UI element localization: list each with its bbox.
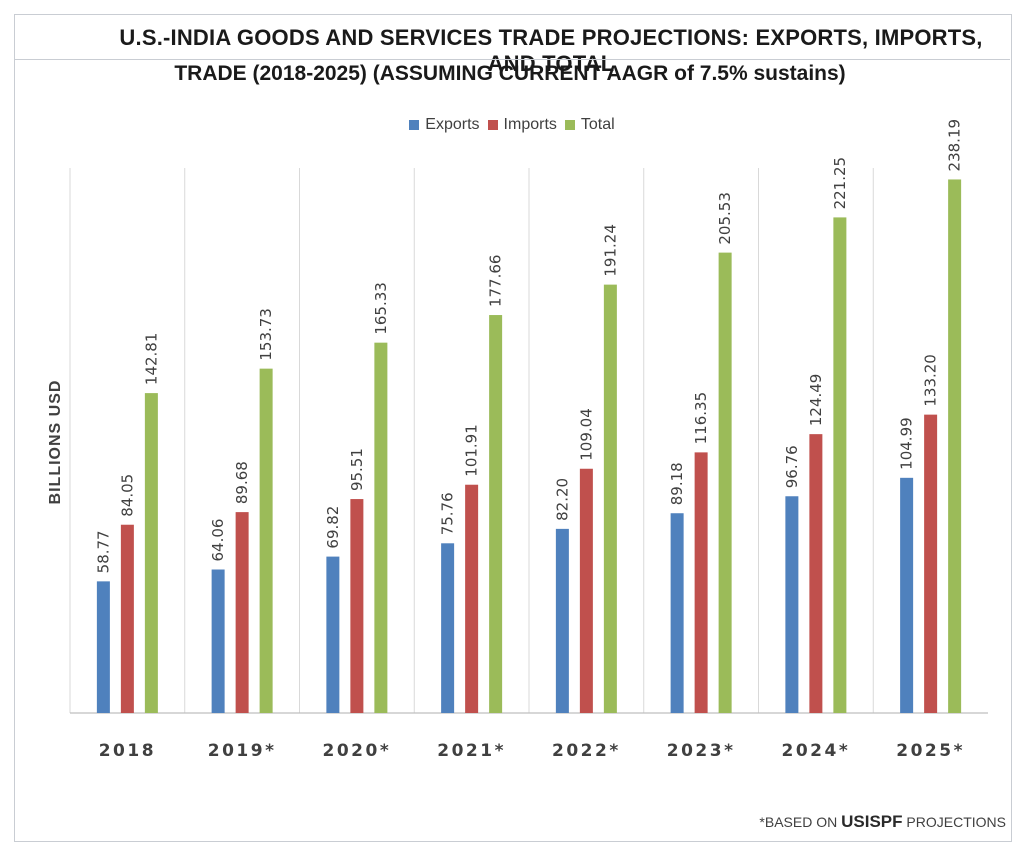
x-tick-label: 2018 xyxy=(99,741,156,761)
legend-item-exports: Exports xyxy=(409,116,480,134)
data-label-imports: 133.20 xyxy=(922,354,940,407)
chart-title-line-1: U.S.-INDIA GOODS AND SERVICES TRADE PROJ… xyxy=(119,25,983,76)
legend-swatch xyxy=(564,120,575,130)
bar-imports xyxy=(235,512,249,713)
bar-exports xyxy=(785,496,799,713)
title-divider xyxy=(14,59,1010,60)
data-label-total: 205.53 xyxy=(716,192,734,245)
bar-imports xyxy=(694,452,708,713)
bar-imports xyxy=(924,414,938,713)
data-label-imports: 101.91 xyxy=(463,424,481,477)
bar-imports xyxy=(579,468,593,713)
bar-exports xyxy=(900,477,914,713)
legend-label: Exports xyxy=(425,116,480,133)
footnote-prefix: *BASED ON xyxy=(759,814,842,830)
data-label-total: 238.19 xyxy=(946,119,964,172)
x-tick-label: 2019* xyxy=(208,741,277,761)
x-tick-label: 2021* xyxy=(437,741,506,761)
footnote-suffix: PROJECTIONS xyxy=(902,814,1006,830)
data-label-total: 221.25 xyxy=(831,157,849,210)
legend-label: Total xyxy=(580,116,615,133)
legend-swatch xyxy=(409,120,420,130)
data-label-imports: 109.04 xyxy=(577,408,595,461)
bar-exports xyxy=(555,528,569,713)
legend-label: Imports xyxy=(503,116,557,133)
data-label-exports: 69.82 xyxy=(324,506,342,549)
data-label-exports: 96.76 xyxy=(783,445,801,488)
data-label-exports: 89.18 xyxy=(668,462,686,505)
x-tick-label: 2024* xyxy=(782,741,851,761)
bar-total xyxy=(718,252,732,713)
bar-imports xyxy=(809,434,823,713)
data-label-imports: 95.51 xyxy=(348,448,366,491)
legend-item-imports: Imports xyxy=(487,116,557,134)
data-label-exports: 64.06 xyxy=(209,519,227,562)
bar-total xyxy=(259,368,273,713)
chart-legend: Exports Imports Total xyxy=(0,116,1024,135)
bar-total xyxy=(833,217,847,713)
bar-imports xyxy=(350,499,364,713)
data-label-total: 153.73 xyxy=(257,308,275,361)
data-label-imports: 89.68 xyxy=(233,461,251,504)
bar-total xyxy=(489,315,503,713)
bar-total xyxy=(144,393,158,713)
bar-exports xyxy=(96,581,110,713)
bar-exports xyxy=(441,543,455,713)
x-tick-label: 2022* xyxy=(552,741,621,761)
data-label-exports: 104.99 xyxy=(898,417,916,470)
data-label-exports: 82.20 xyxy=(553,478,571,521)
legend-swatch xyxy=(487,120,498,130)
bar-total xyxy=(603,284,617,713)
data-label-imports: 116.35 xyxy=(692,392,710,445)
data-label-imports: 124.49 xyxy=(807,374,825,427)
data-label-total: 177.66 xyxy=(487,255,505,308)
x-tick-label: 2025* xyxy=(896,741,965,761)
footnote-org: USISPF xyxy=(841,812,903,831)
y-axis-label: BILLIONS USD xyxy=(47,380,64,505)
data-label-imports: 84.05 xyxy=(118,474,136,517)
data-label-total: 142.81 xyxy=(142,333,160,386)
chart-title-line-2: TRADE (2018-2025) (ASSUMING CURRENT AAGR… xyxy=(174,62,846,85)
bar-exports xyxy=(326,556,340,713)
data-label-exports: 58.77 xyxy=(94,530,112,573)
bar-exports xyxy=(670,513,684,713)
bar-imports xyxy=(465,484,479,713)
bar-exports xyxy=(211,569,225,713)
data-label-total: 191.24 xyxy=(601,224,619,277)
bar-imports xyxy=(120,524,134,713)
data-label-exports: 75.76 xyxy=(439,492,457,535)
x-tick-label: 2023* xyxy=(667,741,736,761)
bar-total xyxy=(948,179,962,713)
data-label-total: 165.33 xyxy=(372,282,390,335)
legend-item-total: Total xyxy=(564,116,615,134)
footnote: *BASED ON USISPF PROJECTIONS xyxy=(759,812,1006,832)
bar-total xyxy=(374,342,388,713)
x-tick-label: 2020* xyxy=(323,741,392,761)
